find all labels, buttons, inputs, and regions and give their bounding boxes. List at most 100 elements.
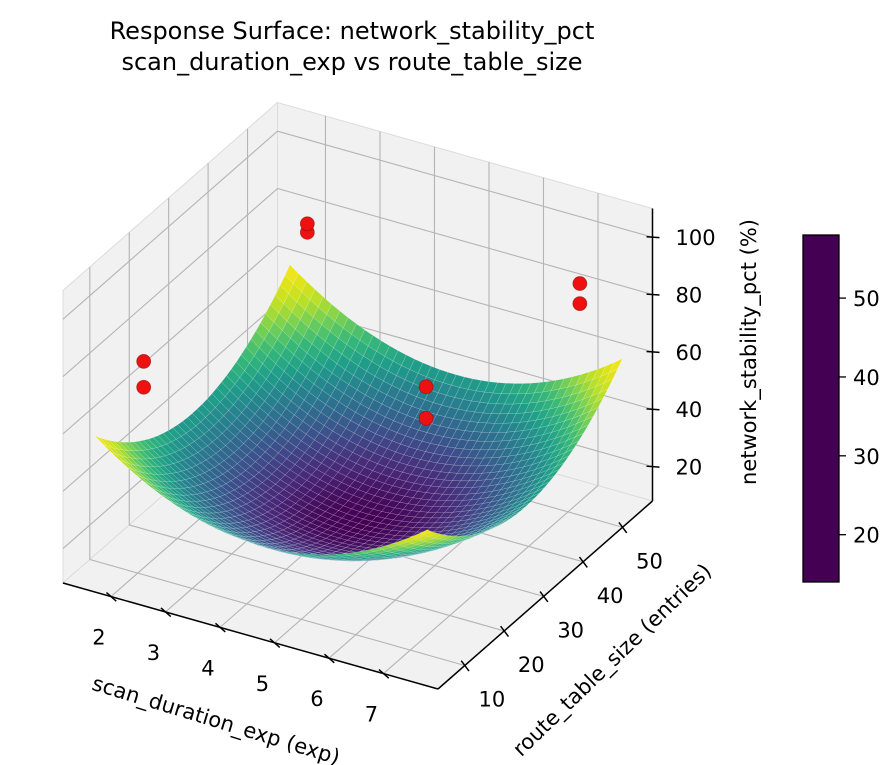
surface-quad xyxy=(423,531,438,538)
colorbar-gradient xyxy=(802,234,840,583)
surface-quad xyxy=(437,535,453,541)
y-grid-floor xyxy=(89,558,465,667)
z-tick-mark xyxy=(646,293,660,296)
surface-quad xyxy=(211,387,226,403)
surface-quad xyxy=(99,437,113,448)
x-axis-title: scan_duration_exp (exp) xyxy=(89,671,343,765)
surface-quad xyxy=(147,437,163,448)
y-tick-mark xyxy=(500,625,510,637)
surface-quad xyxy=(244,362,259,380)
surface-quad xyxy=(138,440,153,451)
surface-quad xyxy=(284,264,299,285)
surface-quad xyxy=(108,440,124,451)
surface-quad xyxy=(143,438,158,450)
surface-quad xyxy=(190,425,205,439)
y-axis-line xyxy=(437,500,653,690)
chart-title-line2: scan_duration_exp vs route_table_size xyxy=(121,48,582,76)
surface-quad xyxy=(574,424,589,438)
surface-quad xyxy=(245,338,260,357)
surface-quad xyxy=(265,304,280,323)
z-grid-leftwall xyxy=(62,188,278,377)
z-tick-mark xyxy=(646,408,660,411)
chart-title-line1: Response Surface: network_stability_pct xyxy=(110,17,595,45)
surface-quad xyxy=(274,284,289,305)
x-tick-label: 2 xyxy=(92,626,105,650)
surface-quad xyxy=(103,438,119,450)
z-tick-label: 60 xyxy=(676,341,703,365)
y-tick-mark xyxy=(460,660,470,672)
y-tick-mark xyxy=(578,556,588,568)
x-tick-mark xyxy=(269,638,281,648)
scatter-point xyxy=(299,216,315,232)
z-grid-leftwall xyxy=(62,130,278,320)
surface-quad xyxy=(255,322,270,341)
colorbar-tick-label: 30 xyxy=(853,445,880,469)
scatter-point xyxy=(136,354,152,369)
surface-quad xyxy=(206,393,221,408)
x-tick-mark xyxy=(378,669,390,679)
z-grid-backwall xyxy=(277,245,653,353)
surface-quad xyxy=(111,447,127,458)
surface-quad xyxy=(516,502,530,512)
x-tick-label: 7 xyxy=(365,703,378,727)
surface-quad xyxy=(270,294,284,314)
scatter-point xyxy=(418,379,434,395)
surface-quad xyxy=(187,413,202,427)
colorbar-tick-label: 40 xyxy=(853,366,880,390)
surface-quad xyxy=(118,441,133,452)
surface-quad xyxy=(196,403,211,418)
surface-quad xyxy=(229,383,244,400)
surface-quad xyxy=(273,312,288,331)
z-tick-label: 100 xyxy=(676,226,716,250)
y-tick-label: 10 xyxy=(478,688,505,712)
surface-quad xyxy=(216,381,231,397)
surface-quad xyxy=(152,435,167,447)
scatter-point xyxy=(572,296,588,312)
z-grid-leftwall xyxy=(62,302,278,492)
z-tick-label: 40 xyxy=(676,398,703,422)
x-tick-label: 5 xyxy=(256,672,269,696)
surface-quad xyxy=(177,420,192,434)
surface-quad xyxy=(210,407,224,422)
surface-quad xyxy=(172,424,187,437)
y-tick-mark xyxy=(539,591,549,603)
surface-quad xyxy=(231,361,245,378)
surface-quad xyxy=(170,438,186,451)
surface-quad xyxy=(146,448,161,459)
surface-quad xyxy=(235,354,250,371)
surface-quad xyxy=(201,398,216,414)
x-tick-label: 4 xyxy=(201,656,214,680)
z-tick-mark xyxy=(646,465,660,468)
surface-quad xyxy=(94,435,109,447)
surface-quad xyxy=(240,346,255,364)
z-tick-label: 80 xyxy=(676,284,703,308)
y-tick-label: 30 xyxy=(557,618,584,642)
surface-quad xyxy=(226,368,241,385)
surface-quad xyxy=(136,450,151,460)
x-axis-line xyxy=(62,582,439,690)
surface-quad xyxy=(603,368,619,384)
surface-quad xyxy=(487,524,501,532)
scatter-point xyxy=(572,276,588,291)
y-tick-label: 50 xyxy=(636,549,663,573)
surface-quad xyxy=(182,417,197,431)
z-grid-backwall xyxy=(277,188,653,296)
colorbar: 20 30 40 50 xyxy=(802,234,880,583)
y-tick-label: 20 xyxy=(518,653,545,677)
surface-quad xyxy=(521,497,535,507)
x-grid-floor xyxy=(383,485,599,675)
axis-lines-ticks xyxy=(62,208,660,690)
scatter-points xyxy=(136,216,588,426)
z-axis-title: network_stability_pct (%) xyxy=(737,219,762,485)
surface-quad xyxy=(128,441,143,452)
surface-quad xyxy=(250,330,265,349)
surface-quad xyxy=(157,432,172,445)
surface-quad xyxy=(564,440,580,454)
surface-quad xyxy=(123,442,138,452)
x-tick-label: 6 xyxy=(310,687,323,711)
z-grid-leftwall xyxy=(62,245,278,435)
surface-quad xyxy=(167,427,182,440)
surface-quad xyxy=(221,375,236,391)
